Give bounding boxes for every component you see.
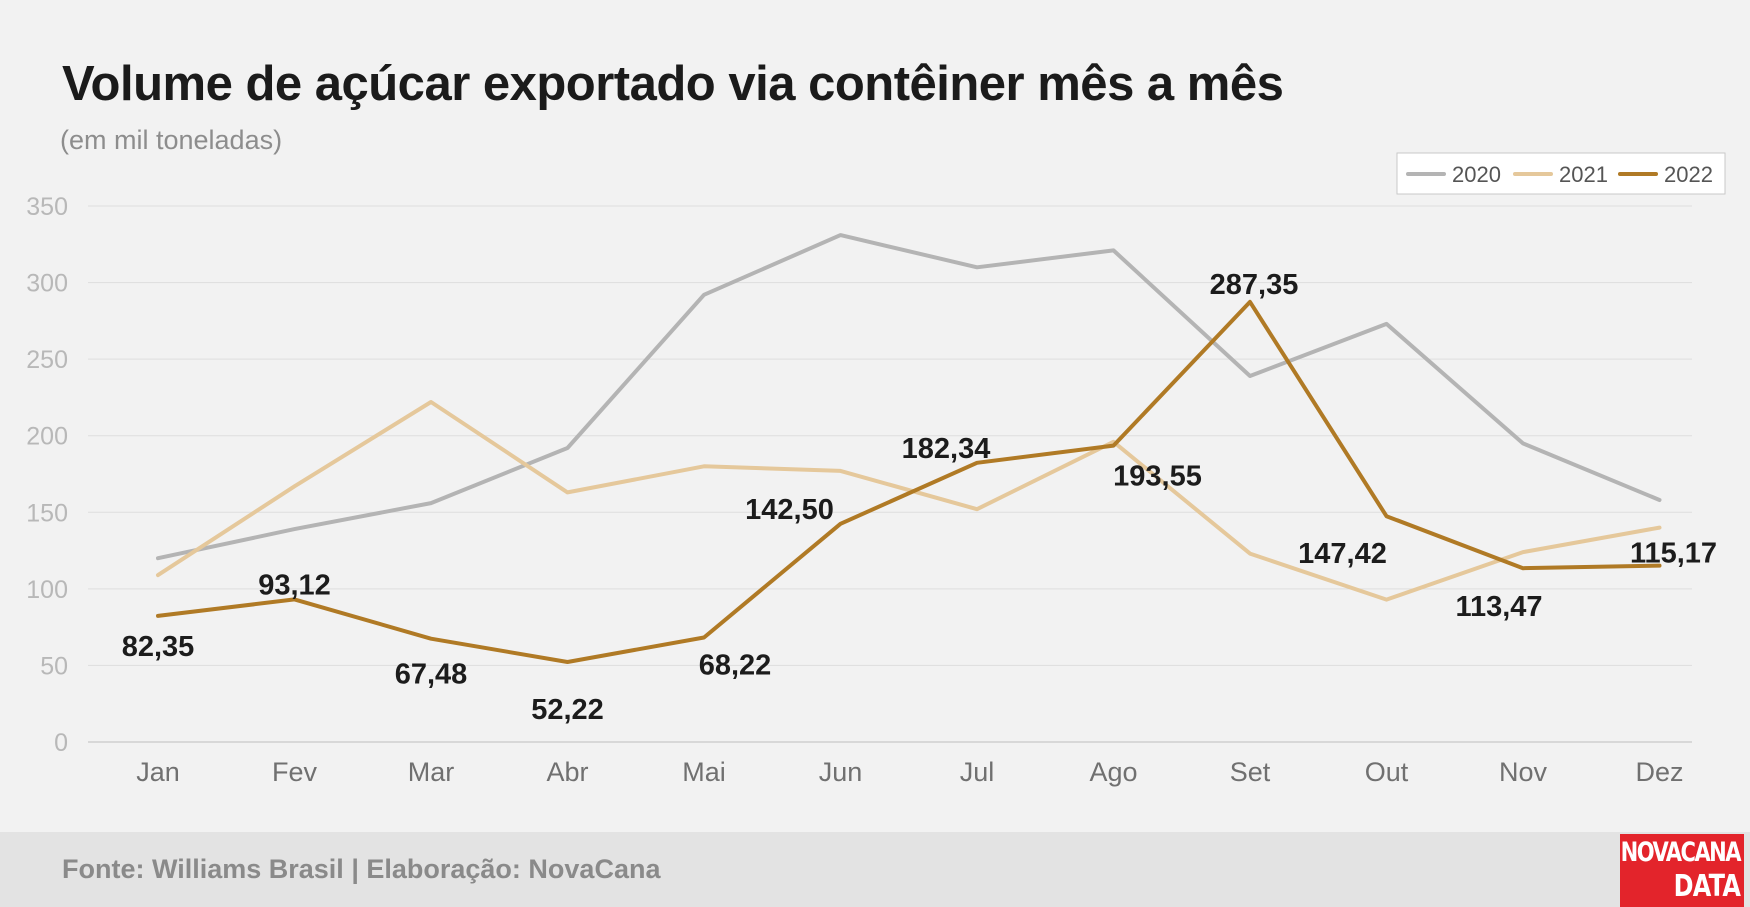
data-label-2022: 142,50	[745, 494, 834, 526]
x-tick-label: Jul	[960, 757, 995, 787]
data-label-2022: 68,22	[699, 650, 772, 682]
x-tick-label: Ago	[1089, 757, 1137, 787]
x-tick-label: Abr	[546, 757, 588, 787]
y-tick-label: 200	[26, 423, 68, 451]
data-label-2022: 147,42	[1298, 538, 1387, 570]
series-line-2022	[156, 299, 1662, 664]
data-labels: 82,35 93,12 67,48 52,22 68,22 142,50 182,34 193…	[122, 269, 1717, 726]
x-tick-label: Fev	[272, 757, 318, 787]
legend-label-2022: 2022	[1664, 162, 1713, 187]
series-line-2020	[156, 233, 1662, 561]
data-label-2022: 93,12	[258, 569, 331, 601]
legend-label-2020: 2020	[1452, 162, 1501, 187]
x-tick-label: Out	[1365, 757, 1409, 787]
x-tick-label: Mai	[682, 757, 726, 787]
y-tick-label: 300	[26, 270, 68, 298]
chart-subtitle: (em mil toneladas)	[60, 125, 283, 155]
data-label-2022: 115,17	[1630, 538, 1717, 570]
y-axis-ticks: 0 50 100 150 200 250 300 350	[26, 193, 68, 757]
y-tick-label: 350	[26, 193, 68, 221]
x-tick-label: Dez	[1635, 757, 1683, 787]
x-tick-label: Mar	[408, 757, 455, 787]
legend-box	[1396, 152, 1726, 195]
logo-line-1: NOVACANA	[1620, 837, 1742, 868]
line-chart: 0 50 100 150 200 250 300 350 Jan Fev Mar Abr Mai Jun…	[26, 152, 1726, 787]
x-tick-label: Nov	[1499, 757, 1548, 787]
data-label-2022: 193,55	[1113, 461, 1202, 493]
series-line-2021	[156, 400, 1662, 602]
legend-label-2021: 2021	[1559, 162, 1608, 187]
x-tick-label: Jan	[136, 757, 180, 787]
series-lines	[156, 233, 1662, 664]
grid-lines	[88, 205, 1692, 743]
y-tick-label: 50	[40, 652, 68, 680]
chart-title: Volume de açúcar exportado via contêiner…	[62, 57, 1284, 111]
footer-bar	[0, 832, 1750, 907]
legend: 2020 2021 2022	[1396, 152, 1726, 195]
data-label-2022: 82,35	[122, 631, 195, 663]
y-tick-label: 0	[54, 729, 68, 757]
y-tick-label: 150	[26, 499, 68, 527]
data-label-2022: 287,35	[1210, 269, 1299, 301]
x-tick-label: Jun	[819, 757, 863, 787]
y-tick-label: 250	[26, 346, 68, 374]
data-label-2022: 52,22	[531, 694, 604, 726]
data-label-2022: 182,34	[902, 433, 991, 465]
x-tick-label: Set	[1230, 757, 1271, 787]
novacana-data-logo: NOVACANA DATA	[1620, 834, 1744, 907]
data-label-2022: 113,47	[1455, 591, 1542, 623]
data-label-2022: 67,48	[395, 659, 468, 691]
y-tick-label: 100	[26, 576, 68, 604]
logo-line-2: DATA	[1673, 869, 1740, 904]
source-note: Fonte: Williams Brasil | Elaboração: Nov…	[62, 854, 661, 884]
x-axis-ticks: Jan Fev Mar Abr Mai Jun Jul Ago Set Out Nov Dez	[136, 757, 1683, 787]
